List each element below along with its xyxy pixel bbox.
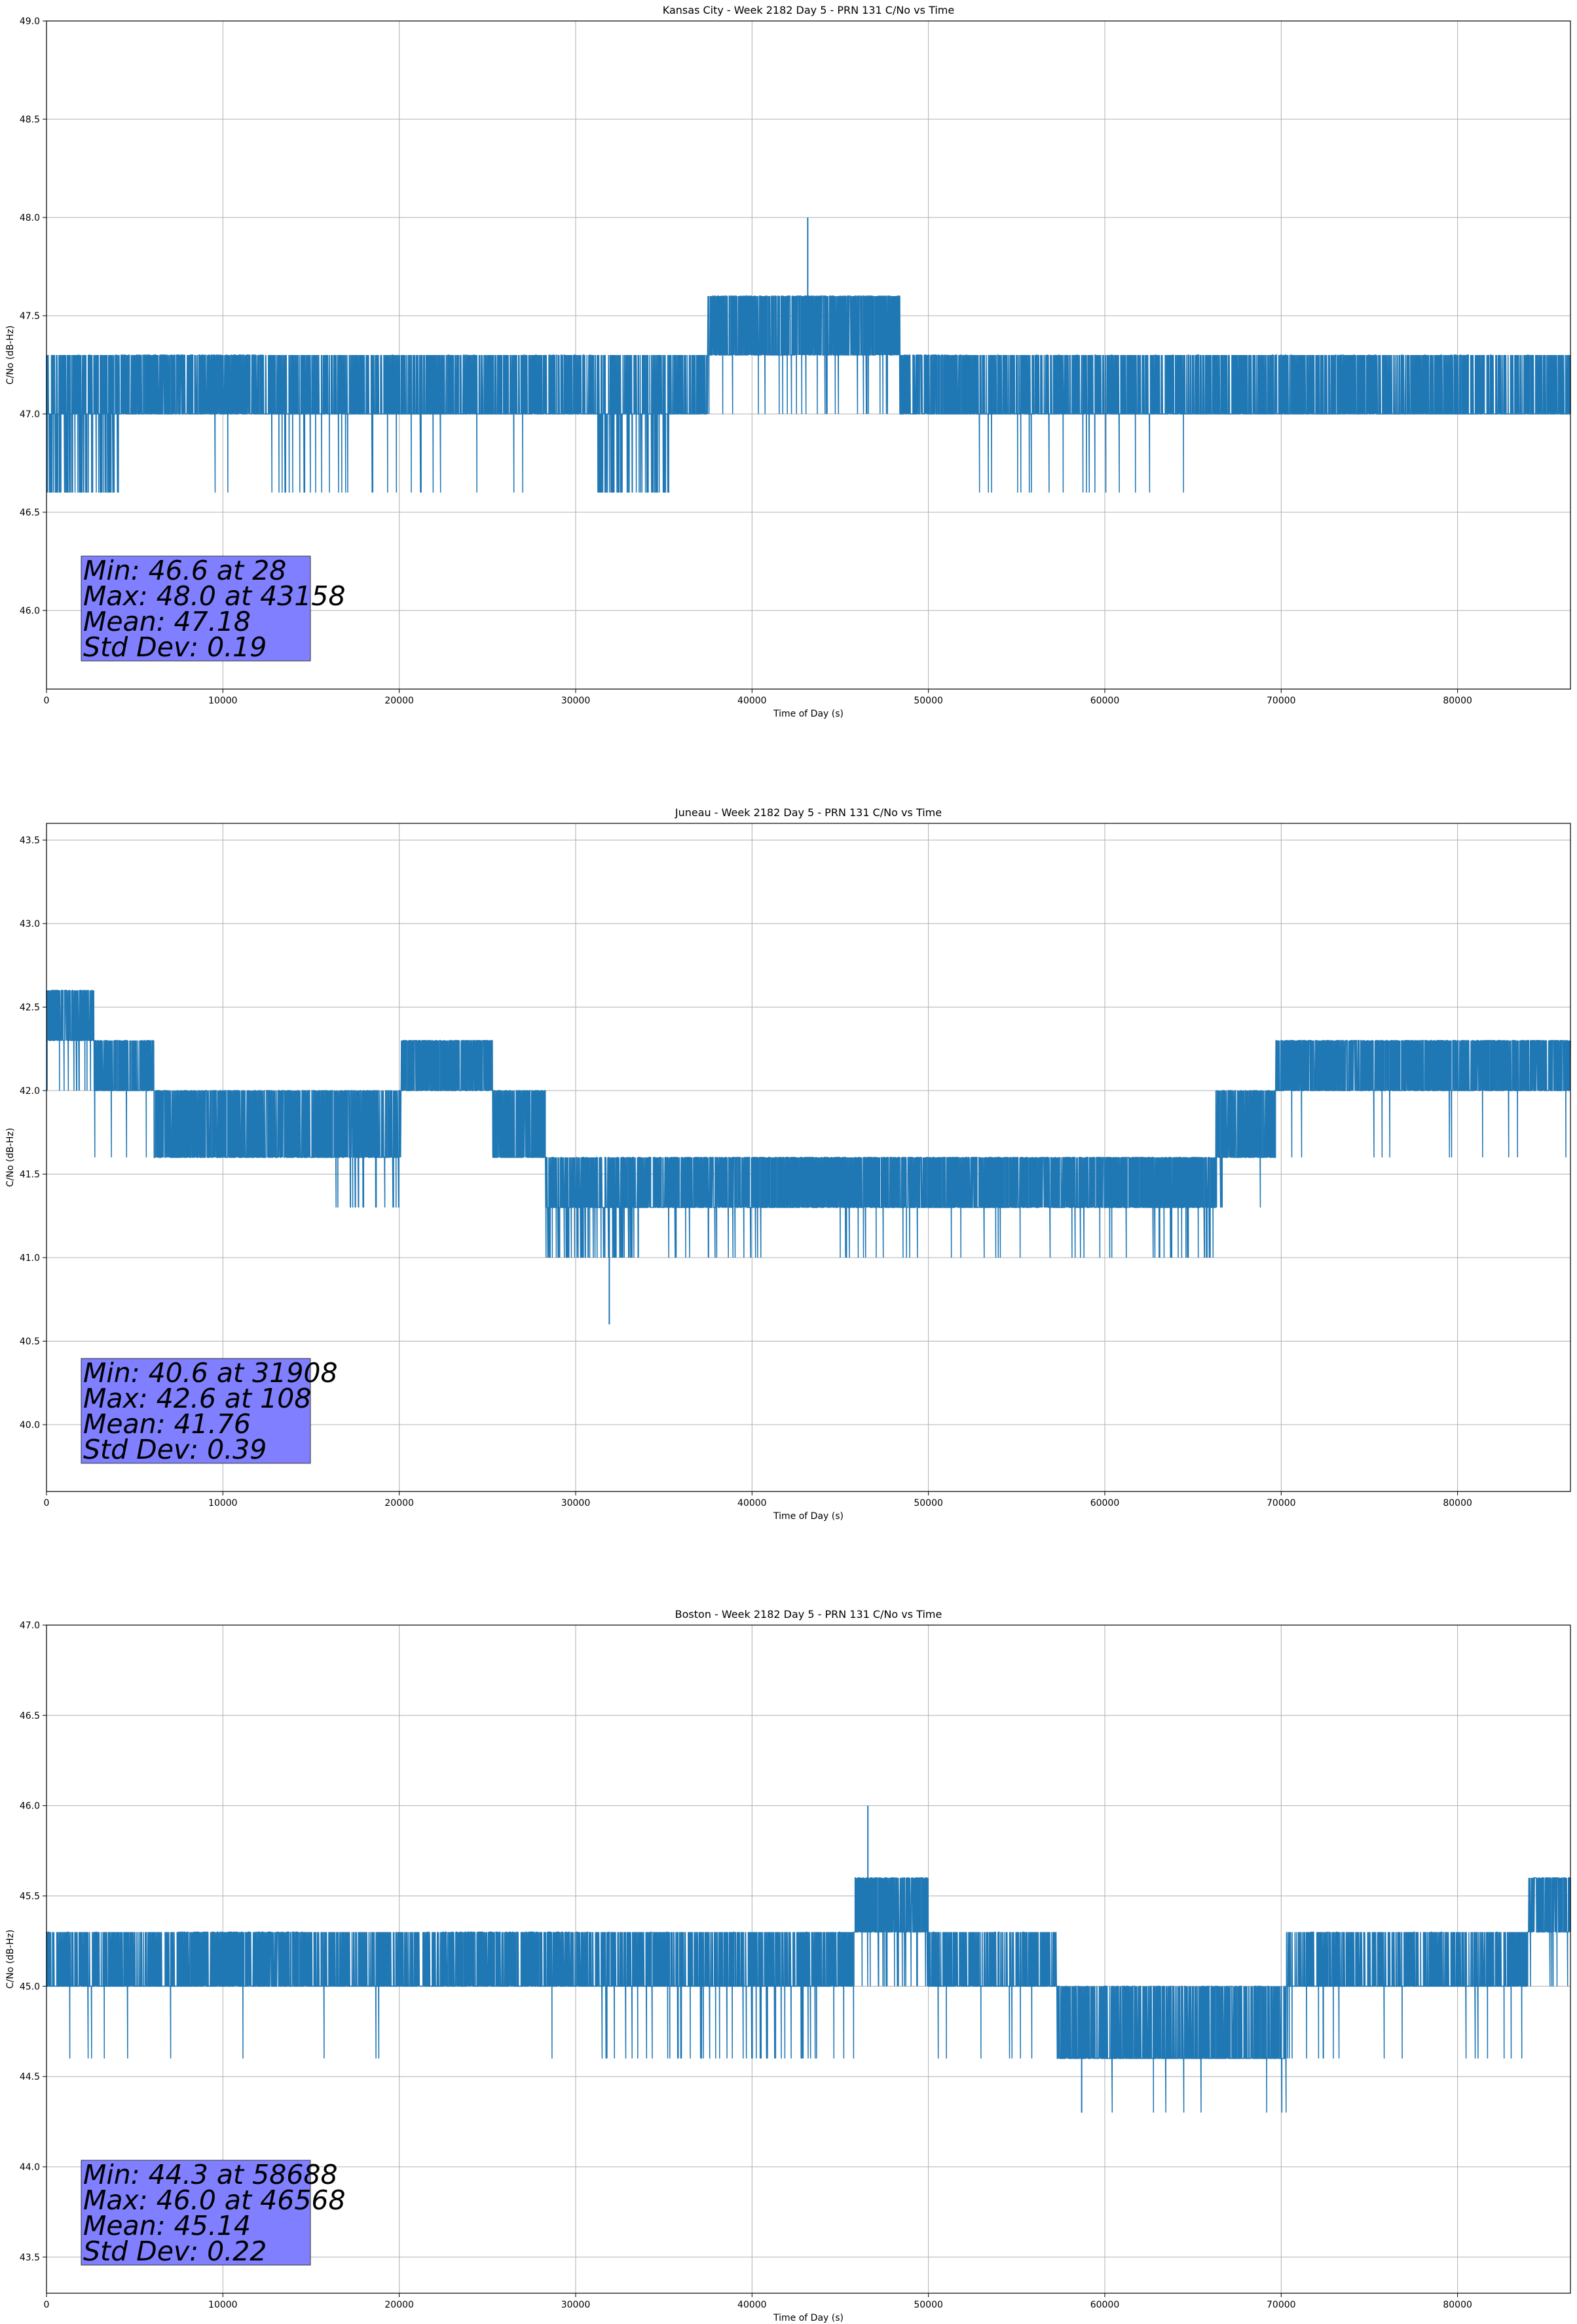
x-tick-label: 20000 bbox=[384, 1498, 414, 1509]
y-tick-label: 43.5 bbox=[20, 836, 40, 846]
stats-box-background bbox=[81, 2160, 311, 2266]
stats-box-background bbox=[81, 555, 311, 662]
chart-title: Kansas City - Week 2182 Day 5 - PRN 131 … bbox=[663, 4, 954, 16]
x-tick-label: 80000 bbox=[1443, 1498, 1472, 1509]
y-tick-label: 46.0 bbox=[20, 606, 40, 616]
plot-frame bbox=[46, 1624, 1571, 2294]
x-tick-label: 60000 bbox=[1090, 1498, 1120, 1509]
y-tick-label: 46.0 bbox=[20, 1801, 40, 1812]
chart-panel-2: Juneau - Week 2182 Day 5 - PRN 131 C/No … bbox=[5, 806, 1571, 1522]
y-tick-label: 47.0 bbox=[20, 1621, 40, 1631]
plot-frame bbox=[46, 823, 1571, 1492]
y-tick-label: 45.0 bbox=[20, 1981, 40, 1992]
x-tick-label: 50000 bbox=[914, 1498, 943, 1509]
x-tick-label: 0 bbox=[44, 696, 50, 706]
y-tick-label: 43.5 bbox=[20, 2253, 40, 2263]
y-tick-label: 41.0 bbox=[20, 1253, 40, 1264]
x-tick-label: 70000 bbox=[1267, 1498, 1296, 1509]
chart-panel-3: Boston - Week 2182 Day 5 - PRN 131 C/No … bbox=[5, 1608, 1571, 2323]
stats-line: Mean: 41.76 bbox=[83, 1408, 251, 1440]
stats-line: Min: 40.6 at 31908 bbox=[83, 1357, 338, 1389]
stats-line: Min: 46.6 at 28 bbox=[83, 555, 286, 586]
x-tick-label: 80000 bbox=[1443, 2300, 1472, 2310]
x-tick-label: 60000 bbox=[1090, 2300, 1120, 2310]
x-axis-label: Time of Day (s) bbox=[773, 1511, 844, 1522]
y-tick-label: 44.5 bbox=[20, 2072, 40, 2082]
plot-frame bbox=[46, 20, 1571, 690]
y-tick-label: 46.5 bbox=[20, 508, 40, 518]
x-tick-label: 10000 bbox=[208, 696, 238, 706]
series-line bbox=[46, 295, 1571, 493]
stats-box-background bbox=[81, 1358, 311, 1464]
x-tick-label: 70000 bbox=[1267, 2300, 1296, 2310]
chart-panel-1: Kansas City - Week 2182 Day 5 - PRN 131 … bbox=[5, 4, 1571, 719]
x-tick-label: 20000 bbox=[384, 696, 414, 706]
stats-line: Std Dev: 0.22 bbox=[83, 2236, 267, 2267]
x-tick-label: 10000 bbox=[208, 2300, 238, 2310]
y-tick-label: 49.0 bbox=[20, 16, 40, 27]
y-tick-label: 40.5 bbox=[20, 1337, 40, 1347]
stats-line: Max: 48.0 at 43158 bbox=[83, 580, 346, 612]
y-tick-label: 43.0 bbox=[20, 919, 40, 929]
y-axis-label: C/No (dB-Hz) bbox=[5, 1930, 16, 1989]
stats-line: Mean: 47.18 bbox=[83, 606, 251, 637]
x-tick-label: 40000 bbox=[737, 1498, 767, 1509]
x-tick-label: 40000 bbox=[737, 2300, 767, 2310]
y-axis-label: C/No (dB-Hz) bbox=[5, 326, 16, 384]
stats-line: Max: 42.6 at 108 bbox=[83, 1383, 311, 1414]
chart-title: Juneau - Week 2182 Day 5 - PRN 131 C/No … bbox=[675, 806, 942, 819]
y-tick-label: 46.5 bbox=[20, 1711, 40, 1721]
y-tick-label: 41.5 bbox=[20, 1170, 40, 1180]
y-tick-label: 48.0 bbox=[20, 213, 40, 223]
x-tick-label: 20000 bbox=[384, 2300, 414, 2310]
x-tick-label: 0 bbox=[44, 1498, 50, 1509]
x-tick-label: 50000 bbox=[914, 696, 943, 706]
y-tick-label: 44.0 bbox=[20, 2162, 40, 2173]
y-tick-label: 42.0 bbox=[20, 1086, 40, 1096]
stats-line: Std Dev: 0.19 bbox=[83, 631, 267, 663]
x-tick-label: 60000 bbox=[1090, 696, 1120, 706]
x-tick-label: 80000 bbox=[1443, 696, 1472, 706]
x-tick-label: 70000 bbox=[1267, 696, 1296, 706]
x-tick-label: 10000 bbox=[208, 1498, 238, 1509]
x-axis-label: Time of Day (s) bbox=[773, 709, 844, 719]
x-tick-label: 30000 bbox=[561, 1498, 591, 1509]
stats-line: Std Dev: 0.39 bbox=[83, 1434, 267, 1465]
y-tick-label: 42.5 bbox=[20, 1003, 40, 1013]
y-tick-label: 45.5 bbox=[20, 1892, 40, 1902]
stats-line: Mean: 45.14 bbox=[83, 2210, 251, 2241]
series-line bbox=[46, 1877, 1571, 2113]
x-tick-label: 40000 bbox=[737, 696, 767, 706]
x-tick-label: 50000 bbox=[914, 2300, 943, 2310]
stats-line: Min: 44.3 at 58688 bbox=[83, 2159, 338, 2190]
y-tick-label: 40.0 bbox=[20, 1420, 40, 1431]
x-tick-label: 30000 bbox=[561, 2300, 591, 2310]
stats-line: Max: 46.0 at 46568 bbox=[83, 2184, 346, 2216]
chart-title: Boston - Week 2182 Day 5 - PRN 131 C/No … bbox=[675, 1608, 942, 1621]
y-tick-label: 47.0 bbox=[20, 409, 40, 420]
x-tick-label: 0 bbox=[44, 2300, 50, 2310]
series-line bbox=[46, 990, 1571, 1258]
y-tick-label: 48.5 bbox=[20, 115, 40, 125]
x-tick-label: 30000 bbox=[561, 696, 591, 706]
y-axis-label: C/No (dB-Hz) bbox=[5, 1128, 16, 1187]
x-axis-label: Time of Day (s) bbox=[773, 2313, 844, 2323]
y-tick-label: 47.5 bbox=[20, 311, 40, 322]
